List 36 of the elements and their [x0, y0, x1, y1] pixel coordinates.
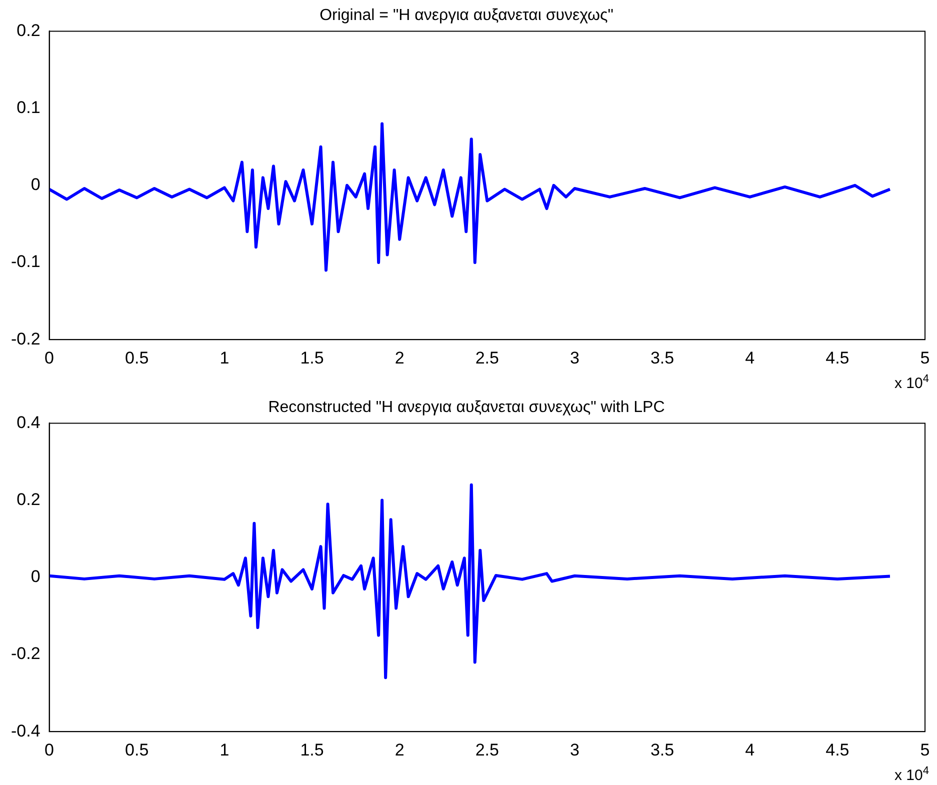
- x-tick-label: 0: [44, 740, 54, 760]
- x-tick-label: 0.5: [125, 740, 149, 760]
- x-tick-label: 3.5: [650, 348, 674, 368]
- x-tick-label: 4.5: [826, 740, 850, 760]
- y-tick-label: -0.2: [10, 329, 40, 348]
- x-tick-label: 0.5: [125, 348, 149, 368]
- text: x 10$^{4}$: [894, 373, 929, 392]
- x-tick-label: 2.5: [475, 348, 499, 368]
- x-tick-label: 4: [745, 348, 755, 368]
- text: x 10$^{4}$: [894, 765, 929, 784]
- x-tick-label: 5: [920, 348, 930, 368]
- y-tick-label: 0: [30, 567, 40, 586]
- x-tick-label: 0: [44, 348, 54, 368]
- x-tick-label: 3: [570, 348, 580, 368]
- y-tick-label: -0.2: [10, 644, 40, 664]
- x-tick-label: 4.5: [826, 348, 850, 368]
- x-tick-label: 1: [220, 740, 230, 760]
- x-tick-label: 3: [570, 740, 580, 760]
- y-tick-label: 0.4: [16, 412, 40, 432]
- x-tick-label: 2.5: [475, 740, 499, 760]
- x-tick-label: 5: [920, 740, 930, 760]
- x-tick-label: 1: [220, 348, 230, 368]
- x-tick-label: 2: [394, 740, 404, 760]
- x-tick-label: 1.5: [300, 740, 324, 760]
- x-tick-label: 4: [745, 740, 755, 760]
- y-tick-label: 0: [30, 175, 40, 194]
- x-tick-label: 2: [394, 348, 404, 368]
- y-tick-label: 0.2: [16, 20, 40, 40]
- chart-title: Reconstructed "Η ανεργια αυξανεται συνεχως" with LPC: [268, 399, 665, 416]
- chart-title: Original = "Η ανεργια αυξανεται συνεχως": [320, 7, 614, 24]
- x-tick-label: 1.5: [300, 348, 324, 368]
- y-tick-label: -0.1: [10, 252, 40, 272]
- y-tick-label: 0.1: [16, 98, 40, 117]
- y-tick-label: 0.2: [16, 490, 40, 509]
- y-tick-label: -0.4: [10, 721, 40, 740]
- x-tick-label: 3.5: [650, 740, 674, 760]
